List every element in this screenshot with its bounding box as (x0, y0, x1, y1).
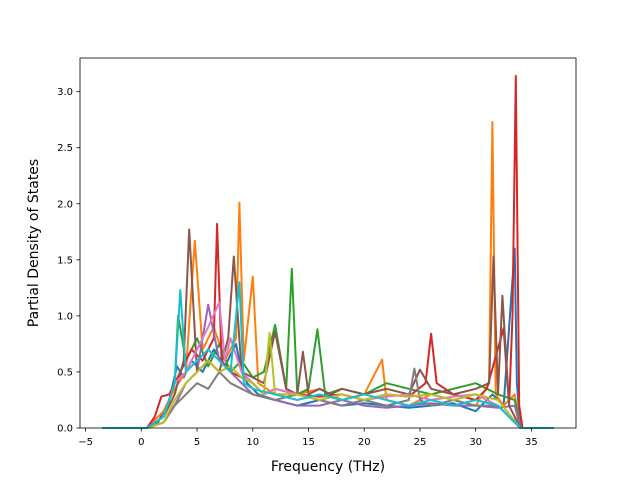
x-tick-label: 35 (525, 437, 538, 448)
y-tick-label: 0.5 (57, 367, 73, 378)
y-tick-label: 2.0 (57, 199, 73, 210)
plot-area (80, 58, 576, 428)
series-line-10 (102, 281, 554, 429)
x-axis-ticks: −5 0 5 10 15 20 25 30 35 (78, 428, 538, 448)
y-tick-label: 0.0 (57, 424, 73, 435)
x-tick-label: 20 (358, 437, 371, 448)
y-tick-label: 2.5 (57, 143, 73, 154)
x-tick-label: 15 (302, 437, 315, 448)
series-line-9 (102, 331, 554, 429)
y-axis-ticks: 0.0 0.5 1.0 1.5 2.0 2.5 3.0 (57, 87, 80, 435)
series-line-7 (102, 301, 554, 429)
series-layer (102, 74, 554, 429)
y-axis-label: Partial Density of States (26, 159, 42, 327)
y-tick-label: 3.0 (57, 87, 73, 98)
x-tick-label: 10 (246, 437, 259, 448)
x-axis-label: Frequency (THz) (271, 459, 385, 475)
x-tick-label: 25 (414, 437, 427, 448)
x-tick-label: 5 (194, 437, 200, 448)
series-line-6 (102, 228, 554, 429)
y-tick-label: 1.5 (57, 255, 73, 266)
x-tick-label: −5 (78, 437, 93, 448)
x-tick-label: 0 (138, 437, 144, 448)
y-tick-label: 1.0 (57, 311, 73, 322)
x-tick-label: 30 (469, 437, 482, 448)
plot-frame (79, 57, 577, 429)
